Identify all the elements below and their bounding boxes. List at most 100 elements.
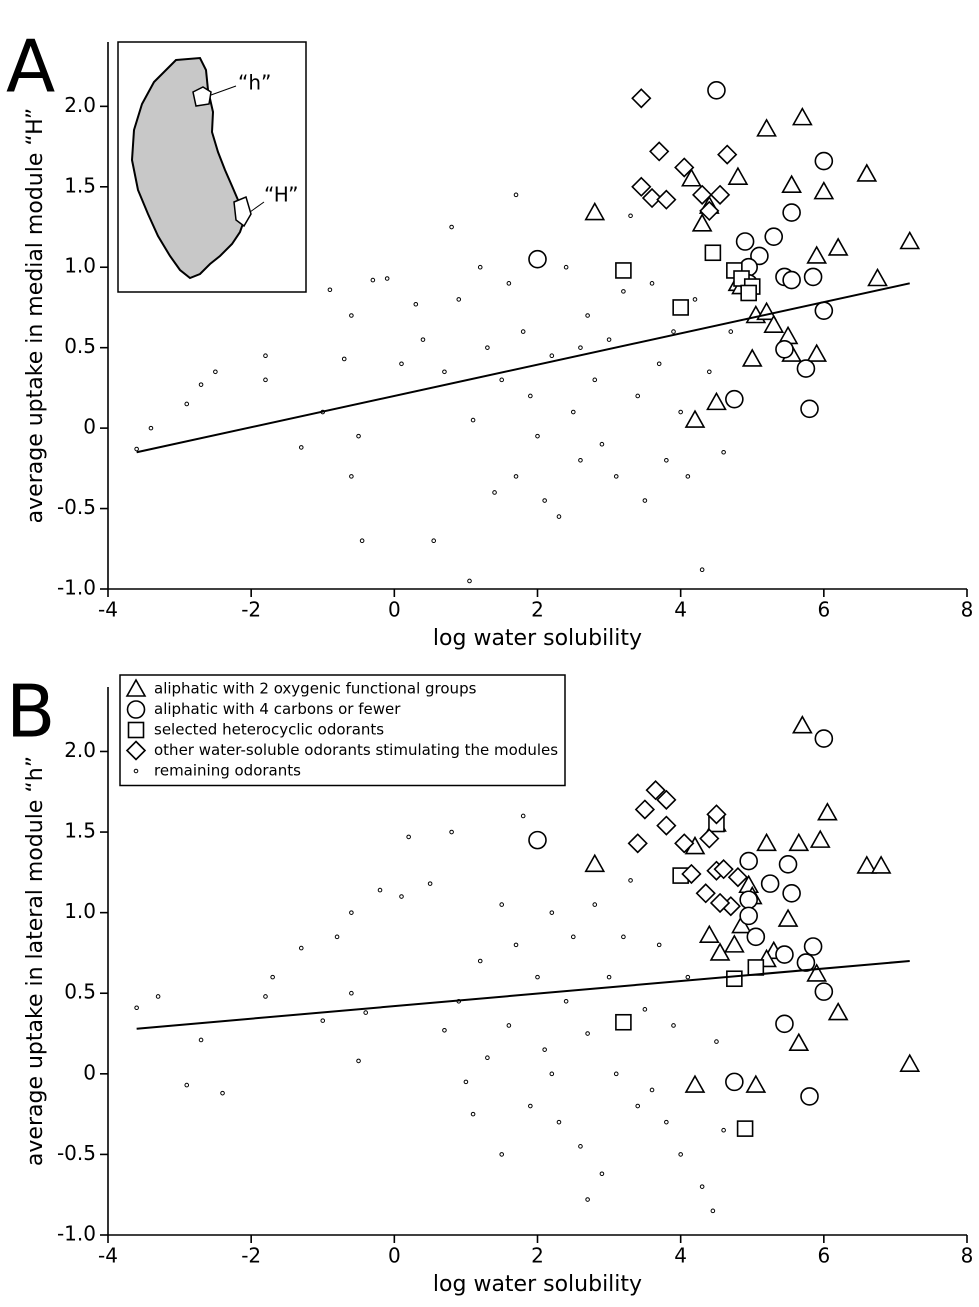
dot-marker (606, 974, 612, 980)
triangle-marker (756, 118, 777, 137)
fit-line (136, 282, 910, 454)
circle-marker (735, 232, 755, 251)
circle-marker (800, 399, 819, 419)
dot-marker (699, 1184, 705, 1189)
dot-marker (721, 449, 726, 455)
dot-marker (570, 934, 576, 940)
x-axis-label: log water solubility (433, 626, 642, 651)
dot-marker (485, 345, 490, 350)
diamond-marker (649, 141, 670, 162)
dot-marker (485, 1055, 490, 1061)
dot-marker (349, 990, 354, 996)
circle-marker (803, 937, 823, 956)
y-tick-label: -0.5 (57, 1141, 96, 1165)
dot-marker (606, 337, 612, 342)
dot-marker (463, 1079, 469, 1085)
dot-marker (399, 894, 404, 899)
dot-marker (349, 313, 354, 318)
triangle-marker (698, 924, 720, 944)
triangle-marker (806, 343, 828, 362)
y-tick-label: -1.0 (57, 1222, 96, 1246)
diamond-marker (717, 144, 738, 165)
dot-marker (499, 377, 505, 383)
x-tick-label: 4 (674, 598, 687, 622)
circle-marker (782, 203, 801, 222)
diamond-marker (631, 88, 652, 109)
triangle-marker (899, 1053, 921, 1072)
diamond-marker (674, 157, 695, 178)
y-axis-label: average uptake in lateral module “h” (23, 756, 48, 1166)
x-tick-label: -2 (241, 598, 261, 622)
fit-line (136, 960, 910, 1030)
dot-marker (692, 297, 698, 302)
dot-marker (578, 1144, 583, 1149)
diamond-marker (656, 789, 677, 810)
circle-marker (796, 359, 816, 378)
dot-marker (506, 1023, 512, 1028)
triangle-marker (756, 832, 777, 852)
diamond-marker (727, 867, 749, 888)
dot-marker (263, 994, 268, 999)
dot-marker (449, 224, 454, 230)
y-tick-label: 1.5 (64, 173, 96, 197)
circle-marker (725, 1072, 744, 1092)
dot-marker (642, 1007, 648, 1012)
dot-marker (635, 1103, 641, 1109)
dot-marker (520, 329, 526, 334)
dot-marker (449, 829, 454, 835)
triangle-marker (684, 409, 706, 428)
square-marker (704, 244, 722, 262)
dot-marker (356, 1058, 361, 1064)
circle-marker (775, 945, 794, 964)
dot-marker (535, 974, 540, 980)
dot-marker (334, 934, 340, 940)
dot-marker (721, 1127, 726, 1133)
dot-marker (599, 1171, 605, 1177)
circle-marker (746, 927, 766, 947)
dot-marker (685, 474, 691, 479)
triangle-marker (777, 908, 799, 927)
triangle-marker (870, 855, 892, 874)
diamond-marker (699, 200, 720, 222)
dot-marker (427, 881, 433, 886)
circle-marker (707, 80, 726, 100)
dot-marker (599, 441, 605, 447)
panel-label: A (6, 25, 55, 109)
dot-marker (578, 345, 583, 350)
dot-marker (155, 994, 161, 999)
dot-marker (442, 369, 447, 375)
legend-label: other water-soluble odorants stimulating… (154, 741, 558, 759)
panel-label: B (6, 670, 55, 754)
diamond-marker (656, 189, 677, 210)
dot-marker (148, 425, 154, 431)
square-marker (615, 1013, 632, 1031)
diamond-marker (713, 858, 734, 880)
square-marker (615, 262, 632, 279)
dot-marker (499, 902, 505, 907)
x-tick-label: 6 (817, 598, 830, 622)
dot-marker (263, 377, 268, 383)
triangle-marker (867, 267, 888, 287)
circle-marker (814, 301, 834, 320)
square-marker (740, 284, 757, 302)
y-tick-label: 1.0 (64, 899, 96, 923)
square-marker (672, 299, 689, 316)
diamond-marker (681, 863, 702, 885)
legend-marker (126, 700, 146, 719)
y-tick-label: 1.0 (64, 254, 96, 278)
inset-label: “h” (238, 71, 271, 95)
dot-marker (470, 1111, 476, 1117)
circle-marker (775, 1014, 794, 1034)
dot-marker (613, 1071, 619, 1077)
dot-marker (621, 934, 626, 940)
x-tick-label: 4 (674, 1244, 687, 1268)
dot-marker (556, 1119, 562, 1125)
dot-marker (341, 356, 347, 362)
x-tick-label: -4 (98, 1244, 118, 1268)
circle-marker (760, 874, 780, 893)
dot-marker (528, 1103, 533, 1109)
dot-marker (549, 1071, 555, 1077)
pointer (249, 201, 265, 213)
dot-marker (585, 1031, 590, 1036)
